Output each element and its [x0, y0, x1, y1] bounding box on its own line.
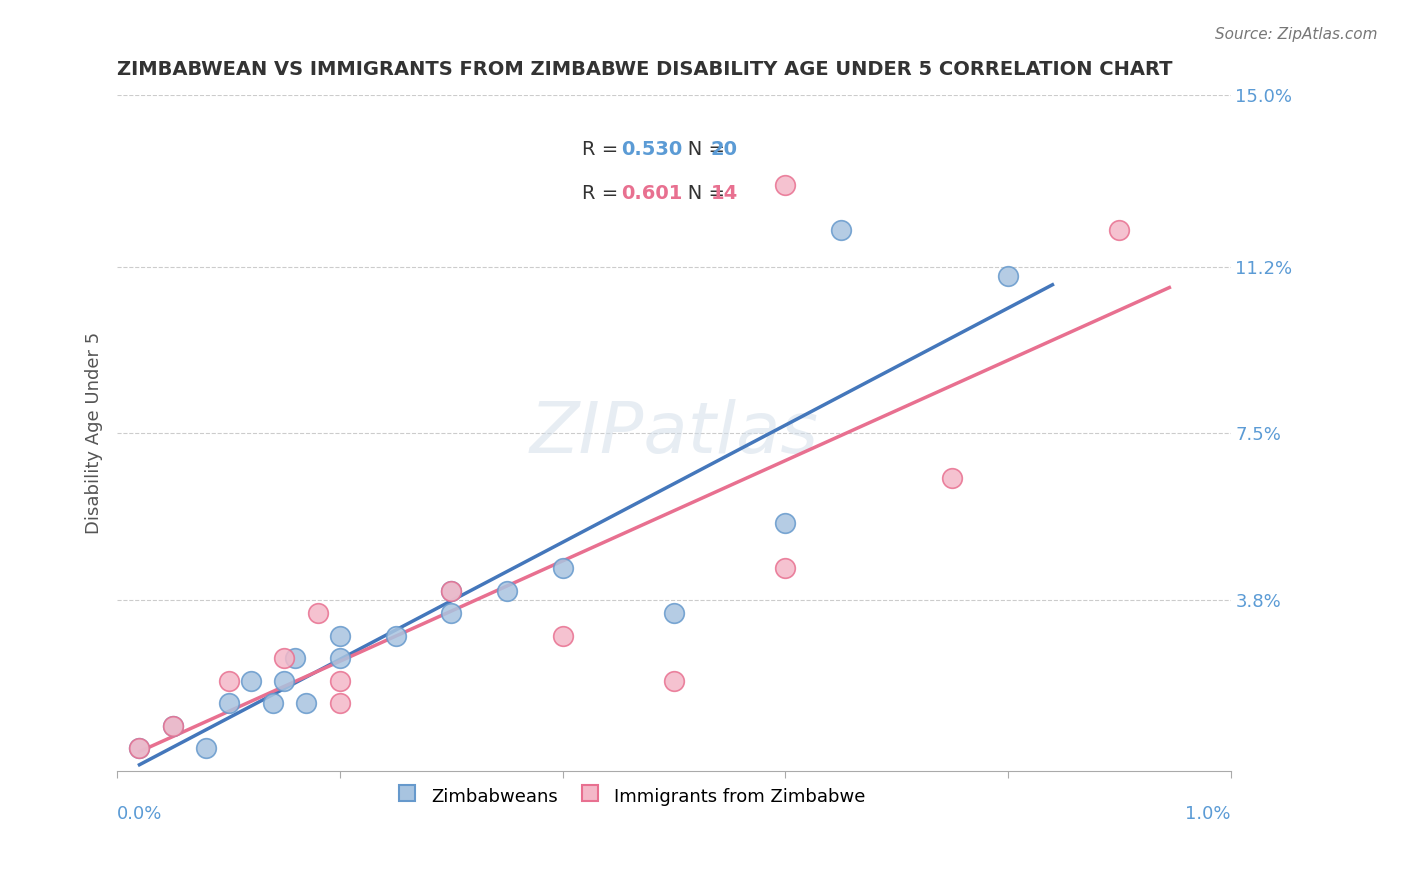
Point — [218, 696, 240, 710]
Text: 1.0%: 1.0% — [1185, 805, 1230, 823]
Text: Source: ZipAtlas.com: Source: ZipAtlas.com — [1215, 27, 1378, 42]
Point — [307, 606, 329, 620]
Point — [773, 178, 796, 193]
Point — [773, 516, 796, 530]
Point — [262, 696, 284, 710]
Point — [384, 629, 406, 643]
Legend: Zimbabweans, Immigrants from Zimbabwe: Zimbabweans, Immigrants from Zimbabwe — [384, 776, 875, 816]
Point — [662, 606, 685, 620]
Point — [329, 673, 352, 688]
Point — [195, 741, 218, 756]
Point — [329, 629, 352, 643]
Text: 0.601: 0.601 — [621, 185, 682, 203]
Point — [662, 673, 685, 688]
Point — [162, 719, 184, 733]
Point — [440, 583, 463, 598]
Text: 20: 20 — [711, 140, 738, 159]
Point — [551, 561, 574, 575]
Text: ZIPatlas: ZIPatlas — [530, 399, 818, 467]
Point — [440, 583, 463, 598]
Point — [830, 223, 852, 237]
Text: 14: 14 — [711, 185, 738, 203]
Point — [284, 651, 307, 665]
Point — [128, 741, 150, 756]
Text: 0.530: 0.530 — [621, 140, 682, 159]
Text: 0.0%: 0.0% — [117, 805, 163, 823]
Point — [1108, 223, 1130, 237]
Point — [941, 471, 963, 485]
Point — [496, 583, 519, 598]
Point — [329, 651, 352, 665]
Point — [239, 673, 262, 688]
Text: N =: N = — [669, 140, 731, 159]
Text: N =: N = — [669, 185, 731, 203]
Text: R =: R = — [582, 140, 624, 159]
Point — [551, 629, 574, 643]
Point — [218, 673, 240, 688]
Text: ZIMBABWEAN VS IMMIGRANTS FROM ZIMBABWE DISABILITY AGE UNDER 5 CORRELATION CHART: ZIMBABWEAN VS IMMIGRANTS FROM ZIMBABWE D… — [117, 60, 1173, 78]
Text: R =: R = — [582, 185, 624, 203]
Point — [295, 696, 318, 710]
Point — [997, 268, 1019, 283]
Point — [773, 561, 796, 575]
Point — [128, 741, 150, 756]
Point — [162, 719, 184, 733]
Point — [273, 673, 295, 688]
Point — [329, 696, 352, 710]
Point — [440, 606, 463, 620]
Point — [273, 651, 295, 665]
Y-axis label: Disability Age Under 5: Disability Age Under 5 — [86, 332, 103, 534]
